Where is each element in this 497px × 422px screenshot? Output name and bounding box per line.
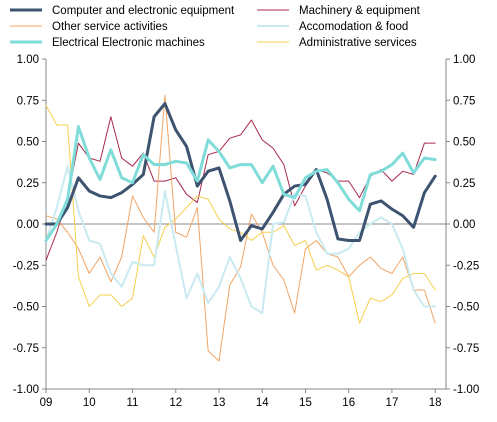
y-tick-label-right: -0.50 — [453, 302, 479, 314]
x-tick-label: 11 — [127, 397, 139, 409]
y-tick-label-right: -1.00 — [453, 384, 479, 396]
legend-label: Computer and electronic equipment — [52, 5, 235, 17]
y-tick-label-right: -0.25 — [453, 260, 479, 272]
x-tick-label: 15 — [299, 397, 312, 409]
y-tick-label-left: -0.25 — [13, 260, 39, 272]
chart-legend: Computer and electronic equipment Machine… — [10, 5, 421, 49]
legend-label: Accomodation & food — [299, 21, 408, 33]
legend-label: Administrative services — [299, 37, 417, 49]
y-tick-label-right: 0.00 — [453, 219, 475, 231]
y-tick-label-left: 0.25 — [17, 178, 39, 190]
series-line-4 — [44, 125, 437, 242]
y-tick-label-right: -0.75 — [453, 343, 479, 355]
x-tick-label: 09 — [40, 397, 53, 409]
x-tick-label: 17 — [386, 397, 399, 409]
y-tick-label-right: 0.75 — [453, 95, 475, 107]
y-tick-label-left: -1.00 — [13, 384, 39, 396]
x-tick-label: 16 — [342, 397, 355, 409]
y-tick-label-right: 0.25 — [453, 178, 475, 190]
series-line-3 — [45, 165, 437, 315]
x-tick-label: 12 — [169, 397, 182, 409]
series-line-2 — [45, 94, 436, 362]
y-tick-label-left: 0.75 — [17, 95, 39, 107]
y-tick-label-left: 1.00 — [17, 54, 39, 66]
y-tick-label-left: -0.75 — [13, 343, 39, 355]
y-tick-label-left: -0.50 — [13, 302, 39, 314]
legend-label: Electrical Electronic machines — [52, 37, 205, 49]
x-tick-label: 10 — [83, 397, 96, 409]
chart-axes: 1.00 1.00 0.75 0.75 0.50 0.50 0.25 0.25 0.00 0.00… — [13, 54, 479, 409]
y-tick-label-left: 0.00 — [17, 219, 39, 231]
chart-series — [44, 94, 437, 362]
y-tick-label-left: 0.50 — [17, 137, 39, 149]
series-line-0 — [44, 102, 437, 242]
x-tick-label: 13 — [213, 397, 226, 409]
y-tick-label-right: 1.00 — [453, 54, 475, 66]
series-line-5 — [45, 104, 436, 324]
x-tick-label: 14 — [256, 397, 269, 409]
y-tick-label-right: 0.50 — [453, 137, 475, 149]
legend-label: Other service activities — [52, 21, 168, 33]
legend-label: Machinery & equipment — [299, 5, 421, 17]
x-tick-label: 18 — [429, 397, 442, 409]
